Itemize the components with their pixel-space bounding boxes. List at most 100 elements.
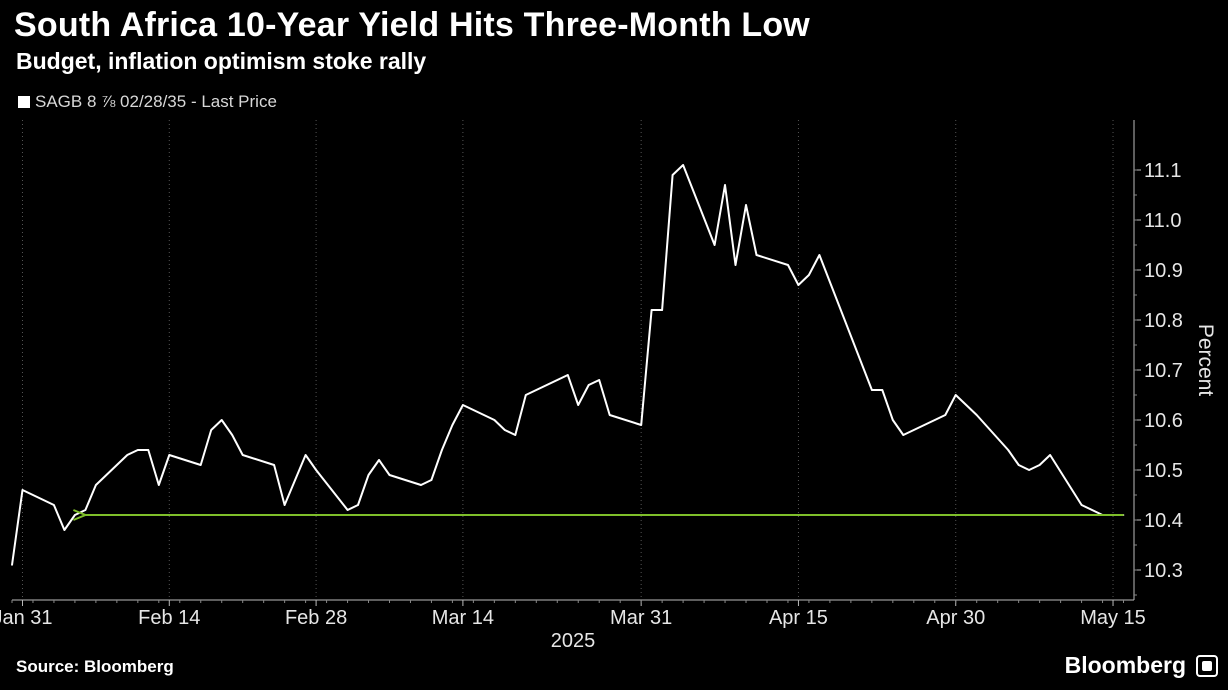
data-point [608, 414, 611, 416]
y-tick-label: 10.8 [1144, 310, 1183, 332]
data-point [818, 254, 821, 256]
data-point [734, 264, 737, 266]
brand-logo: Bloomberg [1065, 652, 1218, 679]
data-point [975, 414, 978, 416]
data-point [84, 509, 87, 511]
data-point [787, 264, 789, 266]
data-point [724, 184, 726, 186]
data-point [158, 484, 160, 486]
y-tick-label: 11.1 [1144, 160, 1181, 182]
data-point [808, 274, 810, 276]
data-point [388, 474, 391, 476]
data-point [220, 419, 223, 421]
data-point [598, 379, 601, 381]
data-point [315, 469, 317, 471]
y-tick-label: 11.0 [1144, 210, 1181, 232]
data-point [1007, 449, 1009, 451]
data-point [346, 509, 349, 511]
data-point [147, 449, 150, 451]
x-tick-label: May 15 [1080, 607, 1146, 629]
data-point [892, 419, 894, 421]
x-year-label: 2025 [551, 630, 596, 652]
chart-subtitle: Budget, inflation optimism stoke rally [16, 48, 427, 74]
data-point [430, 479, 433, 481]
data-point [755, 254, 758, 256]
legend: SAGB 8 ⅞ 02/28/35 - Last Price [18, 92, 277, 112]
data-point [587, 384, 590, 386]
data-point [420, 484, 422, 486]
y-tick-label: 10.7 [1144, 360, 1183, 382]
data-point [74, 514, 76, 516]
data-point [168, 454, 171, 456]
data-point [1028, 469, 1030, 471]
data-point [682, 164, 684, 166]
x-tick-label: Apr 15 [769, 607, 828, 629]
x-tick-label: Jan 31 [0, 607, 53, 629]
data-point [650, 309, 653, 311]
data-point [11, 564, 13, 566]
x-tick-label: Apr 30 [926, 607, 985, 629]
data-point [241, 454, 244, 456]
data-point [1080, 504, 1083, 506]
y-axis-title: Percent [1194, 324, 1217, 397]
data-point [566, 374, 569, 376]
data-point [441, 449, 443, 451]
data-point [63, 529, 66, 531]
data-point [797, 284, 800, 286]
source-note: Source: Bloomberg [16, 657, 174, 676]
data-point [1049, 454, 1051, 456]
data-point [462, 404, 464, 406]
data-point [283, 504, 286, 506]
y-tick-label: 10.6 [1144, 410, 1183, 432]
series-line-0 [11, 164, 1124, 566]
data-point [514, 434, 517, 436]
brand-name: Bloomberg [1064, 652, 1186, 678]
data-point [95, 484, 97, 486]
data-point [304, 454, 307, 456]
data-point [378, 459, 380, 461]
data-point [1017, 464, 1020, 466]
data-point [451, 424, 454, 426]
data-point [671, 174, 674, 176]
data-point [210, 429, 213, 431]
data-point [881, 389, 884, 391]
data-point [294, 479, 296, 481]
data-point [902, 434, 905, 436]
data-point [944, 414, 947, 416]
data-point [1091, 509, 1093, 511]
x-tick-label: Mar 31 [610, 607, 672, 629]
data-point [199, 464, 202, 466]
data-point [745, 204, 747, 206]
data-point [954, 394, 957, 396]
bloomberg-icon [1196, 654, 1218, 677]
x-tick-label: Feb 14 [138, 607, 200, 629]
data-point [713, 244, 716, 246]
x-tick-label: Mar 14 [432, 607, 494, 629]
x-tick-label: Feb 28 [285, 607, 347, 629]
data-point [871, 389, 873, 391]
legend-swatch [18, 96, 30, 108]
data-point [231, 434, 234, 436]
data-point [357, 504, 359, 506]
y-tick-label: 10.9 [1144, 260, 1183, 282]
data-point [504, 429, 506, 431]
chart-title: South Africa 10-Year Yield Hits Three-Mo… [14, 6, 810, 44]
data-point [367, 474, 370, 476]
data-point [493, 419, 496, 421]
data-point [661, 309, 663, 311]
data-point [273, 464, 275, 466]
y-tick-label: 10.3 [1144, 560, 1183, 582]
y-tick-label: 10.5 [1144, 460, 1183, 482]
data-point [1038, 464, 1041, 466]
data-point [525, 394, 527, 396]
data-point [126, 454, 129, 456]
data-point [137, 449, 139, 451]
data-point [21, 489, 24, 491]
data-point [577, 404, 580, 406]
legend-label: SAGB 8 ⅞ 02/28/35 - Last Price [35, 92, 277, 111]
data-point [640, 424, 642, 426]
y-tick-label: 10.4 [1144, 510, 1183, 532]
data-point [53, 504, 55, 506]
data-point [933, 419, 936, 421]
